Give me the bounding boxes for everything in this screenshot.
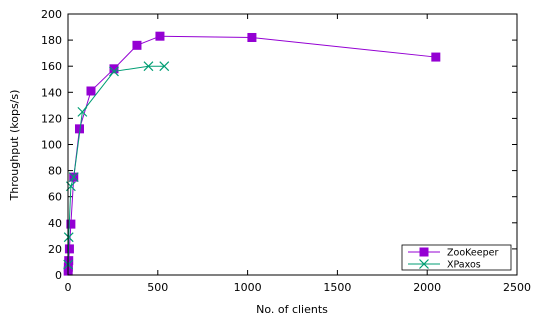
y-tick-label: 40 (48, 217, 62, 230)
data-point-zookeeper (74, 124, 84, 134)
data-point-zookeeper (132, 40, 142, 50)
legend-marker-zookeeper (419, 247, 429, 257)
x-tick-label: 2000 (413, 281, 441, 294)
y-tick-label: 20 (48, 243, 62, 256)
data-point-xpaxos (68, 172, 79, 183)
x-tick-label: 1000 (234, 281, 262, 294)
x-tick-label: 2500 (503, 281, 531, 294)
legend-label-zookeeper: ZooKeeper (447, 248, 498, 259)
data-point-zookeeper (86, 86, 96, 96)
series-zookeeper (63, 31, 441, 276)
y-tick-label: 160 (41, 60, 62, 73)
y-axis-ticks: 0 20 40 60 80 100 120 140 160 180 200 (41, 8, 517, 282)
y-tick-label: 60 (48, 191, 62, 204)
y-tick-label: 120 (41, 112, 62, 125)
x-tick-label: 1500 (323, 281, 351, 294)
y-tick-label: 200 (41, 8, 62, 21)
data-point-xpaxos (143, 61, 154, 72)
legend-item-xpaxos: XPaxos (408, 259, 481, 271)
series-xpaxos (63, 61, 170, 270)
data-point-zookeeper (247, 32, 257, 42)
y-tick-label: 80 (48, 165, 62, 178)
series-line-zookeeper (67, 35, 436, 272)
data-point-xpaxos (77, 106, 88, 117)
data-point-xpaxos (159, 61, 170, 72)
series-line-xpaxos (67, 65, 165, 265)
data-point-zookeeper (64, 244, 74, 254)
x-tick-label: 0 (65, 281, 72, 294)
data-point-zookeeper (109, 64, 119, 74)
y-tick-label: 140 (41, 86, 62, 99)
x-tick-label: 500 (147, 281, 168, 294)
data-point-zookeeper (155, 31, 165, 41)
y-tick-label: 100 (41, 139, 62, 152)
y-tick-label: 0 (55, 269, 62, 282)
y-axis-title: Throughput (kops/s) (8, 90, 21, 202)
data-point-xpaxos (109, 66, 119, 77)
x-axis-title: No. of clients (256, 303, 328, 316)
legend-marker-xpaxos (419, 259, 429, 269)
plot-frame (67, 13, 518, 276)
data-point-xpaxos (63, 232, 74, 243)
series-layer (63, 31, 441, 276)
data-point-zookeeper (66, 219, 76, 229)
y-tick-label: 180 (41, 34, 62, 47)
legend-label-xpaxos: XPaxos (447, 260, 481, 271)
data-point-zookeeper (431, 52, 441, 62)
legend-item-zookeeper: ZooKeeper (408, 247, 498, 259)
